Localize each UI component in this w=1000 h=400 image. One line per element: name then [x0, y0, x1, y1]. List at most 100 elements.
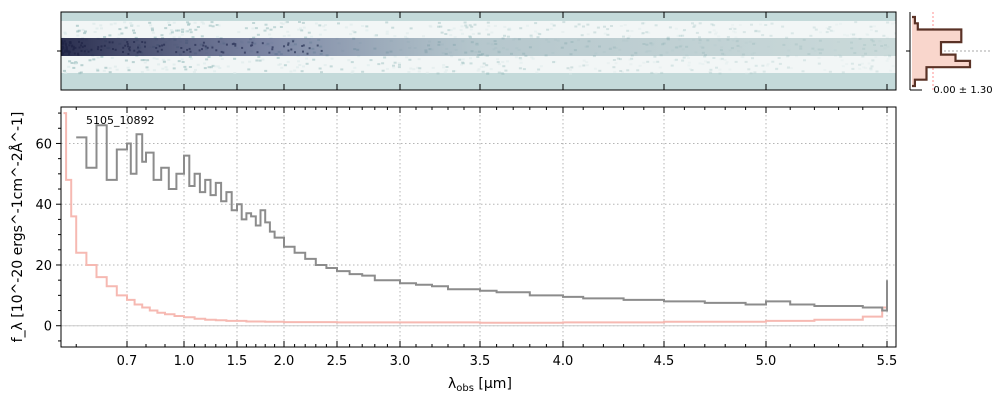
spectrum-2d-pixel — [530, 35, 534, 38]
spectrum-2d-pixel — [188, 28, 192, 31]
spectrum-2d-pixel — [629, 63, 633, 66]
spectrum-2d-pixel — [131, 61, 135, 64]
spectrum-2d-pixel — [72, 66, 76, 69]
spectrum-2d-pixel — [108, 67, 112, 70]
spectrum-2d-pixel — [100, 27, 103, 30]
spectrum-2d-pixel — [469, 57, 472, 60]
spectrum-2d-pixel — [586, 33, 590, 36]
spectrum-2d-pixel — [761, 64, 765, 67]
spectrum-2d-pixel — [172, 63, 176, 66]
spectrum-2d-pixel — [442, 64, 446, 67]
spectrum-2d-pixel — [682, 30, 686, 32]
spectrum-2d-pixel — [361, 25, 365, 27]
spectrum-2d-pixel — [473, 23, 477, 26]
spectrum-2d-pixel — [730, 26, 734, 29]
spectrum-2d-pixel — [96, 56, 100, 59]
spectrum-2d-pixel — [108, 34, 112, 37]
spectrum-2d-pixel — [349, 33, 353, 36]
spectrum-2d-pixel — [286, 60, 290, 63]
spectrum-2d-pixel — [64, 71, 68, 74]
spectrum-2d-pixel — [461, 62, 465, 65]
spectrum-2d-pixel — [447, 29, 451, 32]
spectrum-2d-pixel — [318, 33, 322, 36]
spectrum-2d-pixel — [81, 28, 85, 31]
spectrum-2d-pixel — [301, 21, 305, 24]
spectrum-2d-pixel — [718, 72, 722, 75]
spectrum-2d-pixel — [465, 26, 469, 29]
spectrum-2d-pixel — [130, 24, 134, 27]
x-tick-label: 5.0 — [756, 354, 777, 369]
x-tick-label: 0.7 — [117, 354, 138, 369]
spectrum-2d-pixel — [146, 59, 150, 62]
spectrum-2d-pixel — [845, 63, 849, 66]
spectrum-2d-pixel — [630, 57, 634, 60]
spectrum-2d-pixel — [120, 32, 124, 35]
spectrum-2d-pixel — [812, 26, 816, 29]
spectrum-2d-pixel — [444, 33, 448, 35]
spectrum-2d-pixel — [188, 66, 192, 68]
spectrum-2d-pixel — [208, 24, 212, 27]
spectrum-2d-pixel — [851, 36, 855, 39]
spectrum-2d-pixel — [534, 30, 537, 33]
spectrum-2d-pixel — [75, 24, 79, 27]
spectrum-2d-pixel — [777, 57, 781, 59]
spectrum-2d-pixel — [469, 36, 472, 39]
spectrum-2d-pixel — [215, 24, 219, 26]
spectrum-2d-pixel — [860, 62, 864, 65]
spectrum-2d-pixel — [490, 31, 494, 34]
spectrum-2d-pixel — [889, 69, 893, 72]
spectrum-2d-pixel — [535, 71, 539, 74]
spectrum-2d-pixel — [103, 36, 107, 38]
spectrum-2d-pixel — [70, 62, 74, 64]
spectrum-2d-pixel — [216, 35, 219, 38]
spectrum-2d-pixel — [882, 34, 886, 37]
spectrum-2d-pixel — [606, 33, 610, 36]
spectrum-2d-pixel — [742, 31, 746, 34]
spectrum-2d-pixel — [461, 61, 465, 64]
spectrum-2d-pixel — [620, 71, 624, 73]
y-axis-label: f_λ [10^-20 ergs^-1cm^-2Å^-1] — [9, 112, 26, 343]
spectrum-2d-pixel — [482, 65, 486, 68]
spectrum-2d-pixel — [353, 66, 357, 69]
spectrum-2d-pixel — [305, 62, 309, 65]
spectrum-2d-pixel — [347, 59, 351, 62]
spectrum-2d-pixel — [874, 30, 878, 33]
spectrum-2d-pixel — [300, 29, 304, 32]
spectrum-2d-pixel — [891, 65, 895, 68]
spectrum-2d-pixel — [392, 64, 395, 67]
spectrum-2d-pixel — [318, 24, 322, 27]
spectrum-2d-pixel — [177, 60, 181, 63]
spectrum-2d-pixel — [393, 55, 397, 58]
spectrum-2d-pixel — [83, 32, 87, 35]
spectrum-2d-pixel — [719, 58, 723, 61]
spectrum-2d-pixel — [440, 31, 444, 34]
spectrum-2d-pixel — [129, 22, 133, 25]
spectrum-2d-pixel — [519, 27, 523, 30]
x-tick-label: 2.0 — [274, 354, 295, 369]
spectrum-2d-pixel — [244, 27, 248, 30]
x-tick-label: 3.0 — [390, 354, 411, 369]
spectrum-2d-pixel — [77, 29, 81, 32]
spectrum-2d-pixel — [728, 28, 732, 30]
spectrum-2d-pixel — [124, 26, 128, 29]
spectrum-2d-pixel — [487, 25, 491, 28]
spectrum-2d-pixel — [851, 67, 855, 70]
spectrum-2d-pixel — [538, 33, 542, 36]
spectrum-2d-pixel — [95, 27, 99, 30]
spectrum-2d-pixel — [152, 69, 156, 72]
spectrum-2d-pixel — [518, 67, 522, 70]
spectrum-2d-pixel — [408, 58, 412, 61]
spectrum-2d-pixel — [298, 64, 302, 66]
spectrum-2d-pixel — [522, 68, 526, 71]
spectrum-2d-pixel — [725, 61, 729, 64]
spectrum-2d-pixel — [561, 31, 565, 33]
spectrum-2d-pixel — [205, 58, 209, 61]
spectrum-2d-pixel — [449, 34, 453, 37]
spectrum-2d-pixel — [619, 25, 623, 27]
spectrum-2d-pixel — [734, 60, 738, 63]
spectrum-2d-pixel — [627, 35, 631, 38]
spectrum-2d-pixel — [508, 28, 512, 31]
spectrum-2d-pixel — [698, 22, 702, 25]
spectrum-2d-pixel — [397, 66, 401, 69]
spectrum-2d-pixel — [458, 58, 462, 61]
